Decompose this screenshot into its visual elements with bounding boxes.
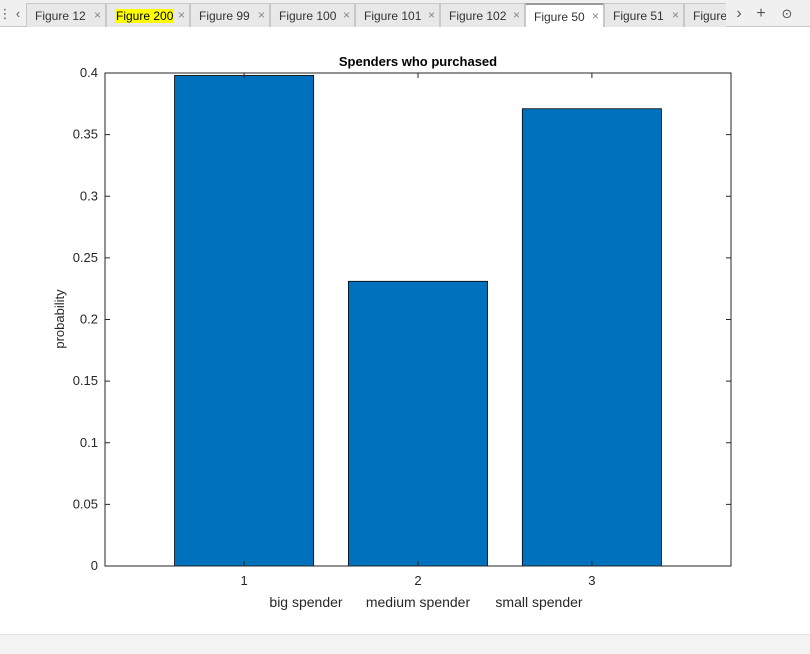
close-tab-icon[interactable]: × xyxy=(591,9,599,23)
scroll-right-icon[interactable]: › xyxy=(736,5,742,22)
tab-figure[interactable]: Figure 99 × xyxy=(190,3,270,27)
tab-label: Figure 100 xyxy=(279,8,337,23)
tab-figure[interactable]: Figure 101 × xyxy=(355,3,440,27)
close-tab-icon[interactable]: × xyxy=(512,8,520,22)
y-tick-label: 0.2 xyxy=(80,312,98,327)
x-tick-label: 2 xyxy=(414,573,421,588)
y-tick-label: 0.15 xyxy=(73,373,98,388)
close-tab-icon[interactable]: × xyxy=(671,8,679,22)
bar xyxy=(174,75,315,567)
close-tab-icon[interactable]: × xyxy=(342,8,350,22)
category-name-label: big spender xyxy=(269,594,343,610)
y-tick-label: 0.4 xyxy=(80,65,98,80)
category-name-label: medium spender xyxy=(366,594,471,610)
bar xyxy=(348,280,488,567)
figure-tab-bar: ⋮ ‹ Figure 12 × Figure 200 × Figure 99 × Figur… xyxy=(0,0,810,27)
tab-figure[interactable]: Figure 100 × xyxy=(270,3,355,27)
y-tick-label: 0 xyxy=(91,558,98,573)
tab-label: Figure 99 xyxy=(199,8,250,23)
close-tab-icon[interactable]: × xyxy=(93,8,101,22)
y-tick-label: 0.25 xyxy=(73,250,98,265)
tab-label: Figure 101 xyxy=(364,8,422,23)
y-axis-label: probability xyxy=(52,289,67,349)
tab-menu-icon[interactable]: ⊙ xyxy=(781,6,793,21)
tab-figure[interactable]: Figure 51 × xyxy=(604,3,684,27)
bar-chart: Spenders who purchased probability 0 0.05… xyxy=(52,54,732,610)
tab-label: Figure 102 xyxy=(449,8,507,23)
bar xyxy=(521,108,662,567)
x-tick-label: 3 xyxy=(588,573,595,588)
tab-figure[interactable]: Figure 12 × xyxy=(26,3,106,27)
scroll-left-icon[interactable]: ‹ xyxy=(15,6,21,21)
y-tick-label: 0.35 xyxy=(73,127,98,142)
tab-figure[interactable]: Figure 50 × xyxy=(525,3,604,27)
tab-label: Figure 50 xyxy=(534,9,585,24)
y-tick-label: 0.1 xyxy=(80,435,98,450)
chart-title: Spenders who purchased xyxy=(339,54,497,69)
y-tick-label: 0.3 xyxy=(80,188,98,203)
close-tab-icon[interactable]: × xyxy=(257,8,265,22)
tab-label: Figure xyxy=(693,8,726,23)
tab-figure[interactable]: Figure 200 × xyxy=(106,3,190,27)
grip-icon[interactable]: ⋮ xyxy=(0,5,12,21)
tab-figure[interactable]: Figure xyxy=(684,3,726,27)
category-name-label: small spender xyxy=(495,594,582,610)
tab-figure[interactable]: Figure 102 × xyxy=(440,3,525,27)
close-tab-icon[interactable]: × xyxy=(427,8,435,22)
close-tab-icon[interactable]: × xyxy=(177,8,185,22)
x-tick-label: 1 xyxy=(240,573,247,588)
tab-label: Figure 200 xyxy=(115,8,175,23)
tab-strip: Figure 12 × Figure 200 × Figure 99 × Figure 10… xyxy=(26,3,726,27)
status-strip xyxy=(0,634,810,654)
y-tick-label: 0.05 xyxy=(73,496,98,511)
add-tab-icon[interactable]: + xyxy=(756,5,766,22)
tab-label: Figure 12 xyxy=(35,8,86,23)
tab-label: Figure 51 xyxy=(613,8,664,23)
